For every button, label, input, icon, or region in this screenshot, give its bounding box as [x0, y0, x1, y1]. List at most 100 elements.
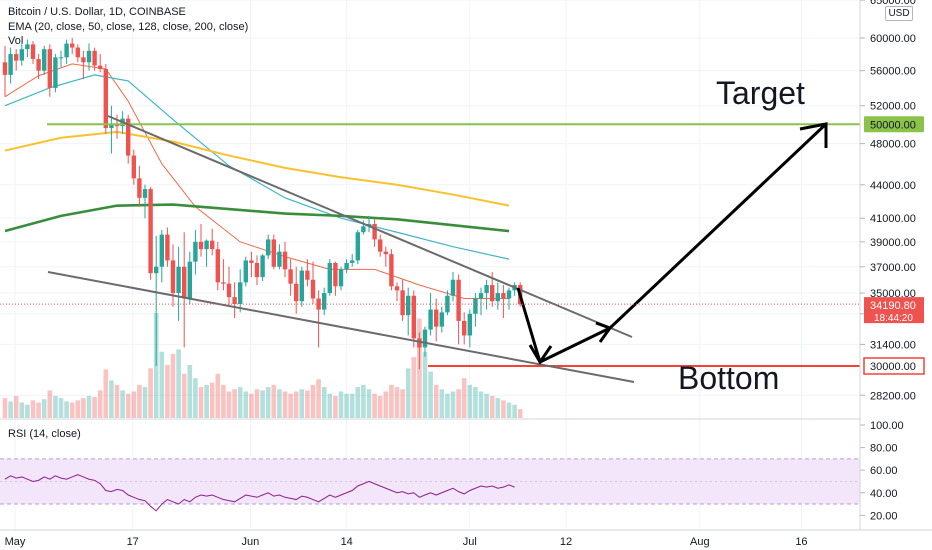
- volume-bar: [97, 390, 103, 418]
- candle: [98, 54, 103, 73]
- candle: [294, 266, 299, 314]
- volume-bar: [148, 368, 153, 418]
- candle: [344, 259, 349, 274]
- candle-body: [232, 297, 237, 304]
- volume-bar: [349, 393, 355, 418]
- candle-body: [154, 266, 159, 274]
- candle-body: [310, 279, 316, 299]
- down-arrowhead: [528, 344, 553, 365]
- candle: [198, 223, 204, 257]
- volume-bar: [310, 384, 316, 418]
- volume-legend: Vol: [8, 35, 24, 47]
- ema20-line: [4, 63, 509, 299]
- candle: [36, 54, 41, 80]
- candle: [92, 47, 97, 71]
- candle: [182, 232, 187, 348]
- candle-body: [8, 54, 13, 75]
- candle-body: [226, 283, 232, 298]
- candle-body: [193, 241, 198, 262]
- candle-body: [36, 58, 41, 71]
- volume-bar: [131, 391, 137, 418]
- candle: [434, 298, 439, 342]
- candle-body: [282, 251, 288, 270]
- candle-body: [338, 269, 344, 287]
- candle: [86, 43, 92, 71]
- candle: [2, 45, 8, 97]
- volume-bar: [2, 398, 8, 418]
- candle-body: [14, 54, 19, 61]
- rsi-tick-label: 100.00: [870, 420, 904, 432]
- candle-body: [159, 234, 164, 267]
- candle-body: [490, 285, 495, 302]
- ema200-line: [4, 203, 510, 233]
- candle-body: [473, 298, 478, 314]
- candle-body: [462, 320, 467, 336]
- candle-body: [478, 293, 484, 299]
- candle-body: [495, 293, 500, 302]
- candle-body: [176, 266, 181, 294]
- volume-bar: [383, 391, 389, 418]
- volume-bar: [209, 382, 215, 418]
- volume-bar: [428, 371, 433, 418]
- candle: [327, 259, 332, 296]
- candle-body: [2, 62, 8, 75]
- candle: [310, 261, 316, 304]
- price-tick-label: 48000.00: [870, 139, 916, 151]
- trend-drawings: Target Bottom: [0, 75, 860, 396]
- candle-body: [210, 240, 215, 250]
- volume-bar: [25, 404, 30, 418]
- candle-body: [327, 262, 332, 294]
- wedge-upper-line[interactable]: [107, 115, 633, 338]
- time-tick-label: 14: [341, 536, 353, 548]
- candle: [322, 287, 327, 316]
- candle: [406, 287, 411, 336]
- rsi-line: [4, 474, 515, 512]
- candle-body: [372, 223, 377, 240]
- currency-badge[interactable]: USD: [885, 6, 913, 21]
- volume-bar: [372, 393, 377, 418]
- volume-bar: [193, 378, 198, 418]
- rsi-tick-label: 40.00: [870, 488, 898, 500]
- candle: [243, 256, 248, 287]
- candle-body: [305, 270, 310, 280]
- candle-body: [170, 260, 176, 294]
- candle: [389, 249, 394, 291]
- projection-path[interactable]: [516, 122, 828, 364]
- candle-body: [288, 269, 293, 284]
- current-price-tag-bg: [864, 297, 924, 324]
- candle: [64, 39, 69, 64]
- volume-bar: [215, 373, 221, 418]
- candle: [350, 254, 355, 267]
- volume-bar: [445, 393, 450, 418]
- candle: [249, 251, 254, 278]
- candle-body: [344, 262, 349, 270]
- candle-body: [299, 270, 304, 302]
- wedge-lower-line[interactable]: [47, 271, 635, 383]
- candle-body: [221, 282, 226, 284]
- candle: [316, 290, 321, 348]
- volume-bar: [282, 391, 288, 418]
- price-tick-label: 35000.00: [870, 288, 916, 300]
- candle: [299, 266, 304, 307]
- volume-bar: [501, 400, 506, 418]
- volume-bar: [495, 398, 501, 418]
- price-tick-label: 60000.00: [870, 33, 916, 45]
- candle: [193, 229, 198, 275]
- candle: [417, 332, 422, 370]
- current-price-tag: 34190.80: [870, 300, 916, 312]
- price-tick-label: 41000.00: [870, 213, 916, 225]
- volume-bar: [361, 384, 366, 418]
- candle-body: [98, 65, 103, 69]
- time-tick-label: 12: [560, 536, 572, 548]
- candle: [282, 241, 288, 278]
- candle: [372, 219, 377, 247]
- candle: [394, 282, 400, 302]
- rsi-tick-label: 80.00: [870, 443, 898, 455]
- candle-body: [467, 313, 472, 336]
- candle: [501, 285, 506, 319]
- volume-bar: [411, 357, 417, 418]
- volume-bar: [137, 384, 142, 418]
- volume-bar: [86, 395, 92, 418]
- candle-body: [187, 261, 192, 299]
